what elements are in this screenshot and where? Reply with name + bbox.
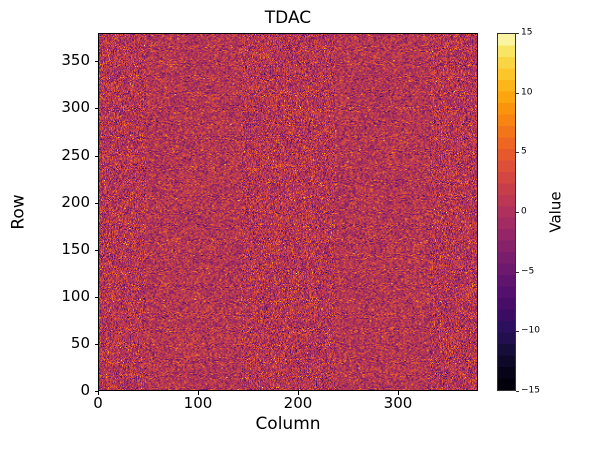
x-tick-mark bbox=[98, 391, 99, 395]
y-tick-mark bbox=[94, 249, 98, 251]
heatmap-image bbox=[99, 34, 477, 390]
heatmap-axes bbox=[98, 33, 478, 391]
colorbar-tick-label: −5 bbox=[521, 266, 535, 277]
colorbar-tick-label: 15 bbox=[521, 27, 533, 38]
y-tick-label: 200 bbox=[61, 192, 90, 211]
y-tick-label: 50 bbox=[70, 333, 90, 352]
colorbar-tick-label: 5 bbox=[521, 146, 527, 157]
y-tick-mark bbox=[94, 108, 98, 110]
y-tick-mark bbox=[94, 61, 98, 63]
x-tick-label: 200 bbox=[283, 394, 313, 412]
colorbar-tick-mark bbox=[516, 391, 519, 392]
x-axis-label: Column bbox=[255, 414, 321, 434]
colorbar-tick-label: −10 bbox=[521, 325, 540, 336]
x-tick-mark bbox=[298, 391, 299, 395]
colorbar-tick-mark bbox=[516, 152, 519, 154]
y-axis-label: Row bbox=[8, 194, 29, 230]
colorbar-gradient bbox=[498, 34, 515, 390]
y-tick-mark bbox=[94, 296, 98, 298]
x-tick-label: 300 bbox=[383, 394, 413, 412]
x-tick-label: 100 bbox=[183, 394, 213, 412]
colorbar-tick-mark bbox=[516, 33, 519, 34]
y-tick-label: 300 bbox=[61, 98, 90, 117]
chart-title: TDAC bbox=[264, 8, 312, 28]
colorbar-tick-label: 10 bbox=[521, 87, 533, 98]
x-tick-label: 0 bbox=[93, 394, 103, 412]
y-tick-mark bbox=[94, 343, 98, 345]
y-tick-mark bbox=[94, 155, 98, 157]
x-tick-mark bbox=[398, 391, 399, 395]
colorbar-tick-label: −15 bbox=[521, 385, 540, 396]
y-tick-label: 350 bbox=[61, 51, 90, 70]
y-tick-mark bbox=[94, 202, 98, 204]
colorbar-tick-label: 0 bbox=[521, 206, 527, 217]
y-tick-label: 150 bbox=[61, 239, 90, 258]
y-tick-label: 0 bbox=[80, 381, 90, 399]
y-tick-label: 250 bbox=[61, 145, 90, 164]
colorbar-tick-mark bbox=[516, 92, 519, 94]
colorbar-tick-mark bbox=[516, 271, 519, 273]
y-tick-mark bbox=[94, 391, 98, 392]
colorbar-tick-mark bbox=[516, 331, 519, 333]
colorbar-tick-mark bbox=[516, 212, 519, 213]
colorbar bbox=[497, 33, 516, 391]
colorbar-label: Value bbox=[546, 191, 565, 233]
x-tick-mark bbox=[198, 391, 199, 395]
y-tick-label: 100 bbox=[61, 286, 90, 305]
